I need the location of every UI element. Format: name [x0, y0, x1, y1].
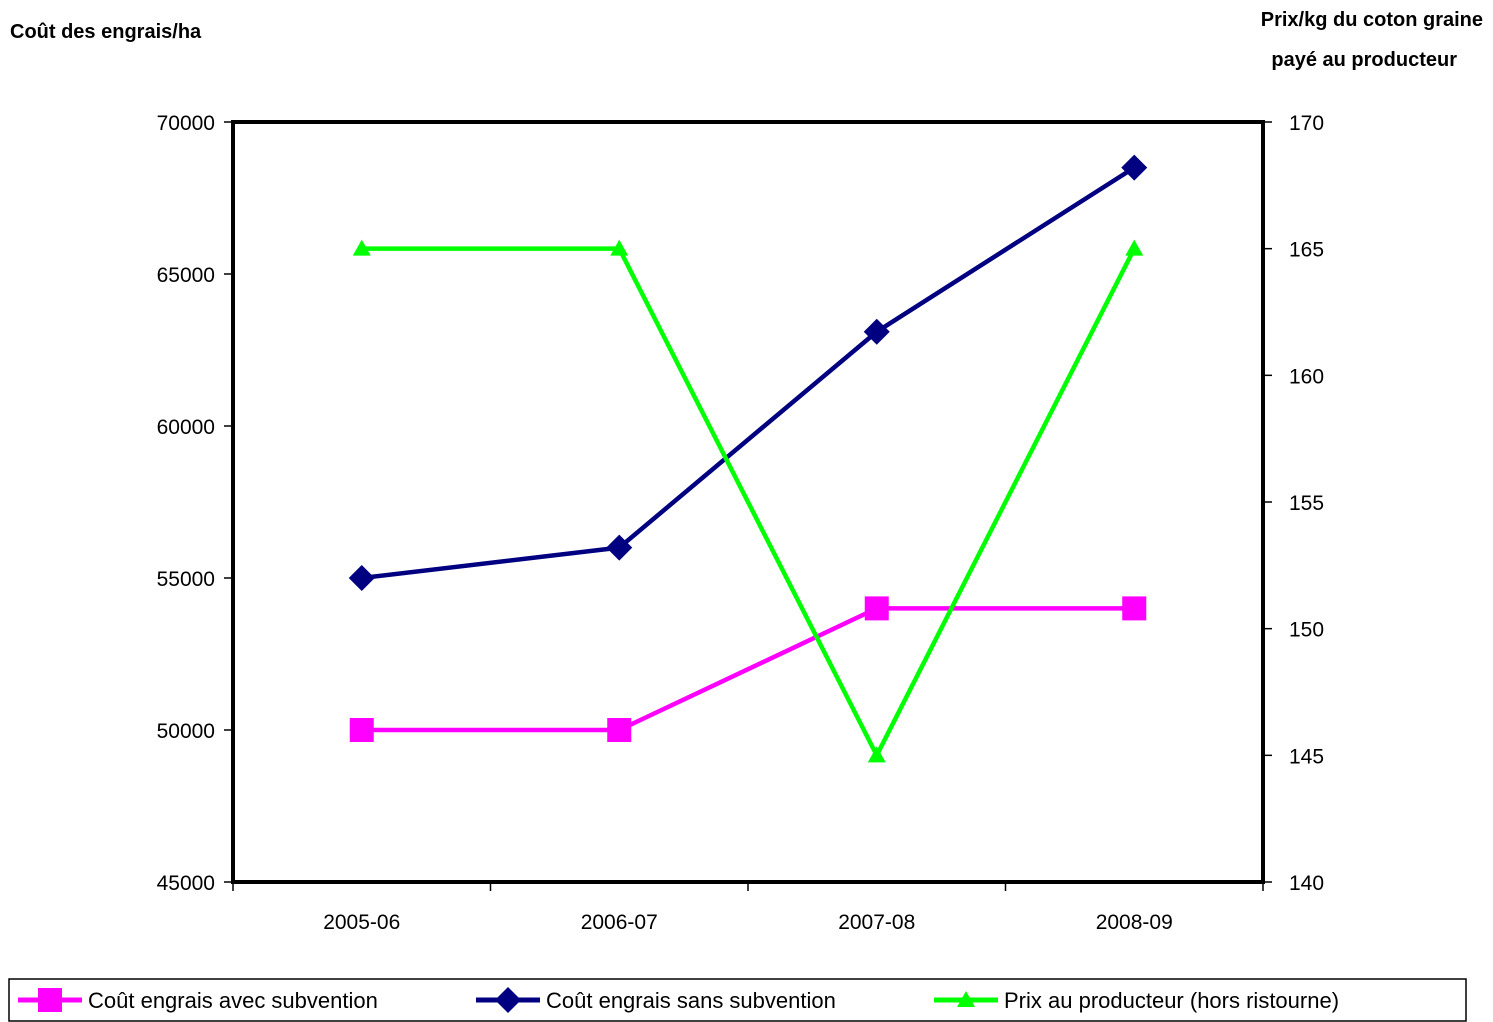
legend-label: Coût engrais avec subvention — [88, 988, 378, 1013]
legend: Coût engrais avec subvention Coût engrais… — [8, 978, 1467, 1022]
legend-item-1: Coût engrais avec subvention — [18, 988, 378, 1013]
legend-swatch-marker — [957, 991, 975, 1007]
data-point — [864, 596, 889, 621]
data-point — [607, 718, 632, 742]
right-tick-label: 145 — [1289, 745, 1324, 768]
legend-item-3: Prix au producteur (hors ristourne) — [934, 988, 1339, 1013]
data-point — [867, 746, 886, 763]
left-tick-label: 60000 — [157, 416, 215, 439]
data-point — [610, 239, 629, 256]
right-axis-ticks: 140 145 150 155 160 165 170 — [1263, 112, 1324, 895]
series-line — [361, 606, 1135, 733]
left-axis-ticks: 45000 50000 55000 60000 65000 70000 — [157, 112, 233, 895]
data-point — [1121, 154, 1148, 181]
x-axis-ticks: 2005-06 2006-07 2007-08 2008-09 — [232, 882, 1264, 934]
left-axis-label: Coût des engrais/ha — [10, 21, 202, 43]
legend-label: Prix au producteur (hors ristourne) — [1004, 988, 1339, 1013]
legend-items: Coût engrais avec subvention Coût engrais… — [18, 987, 1339, 1013]
x-tick-label: 2006-07 — [581, 911, 658, 934]
left-tick-label: 45000 — [157, 872, 215, 895]
data-point — [1122, 596, 1147, 621]
right-tick-label: 150 — [1289, 619, 1324, 642]
left-tick-label: 55000 — [157, 568, 215, 591]
series-layer — [348, 154, 1148, 763]
right-tick-label: 165 — [1289, 239, 1324, 262]
legend-label: Coût engrais sans subvention — [546, 988, 836, 1013]
right-tick-label: 140 — [1289, 872, 1324, 895]
data-point — [606, 534, 633, 561]
legend-item-2: Coût engrais sans subvention — [476, 987, 836, 1013]
right-tick-label: 155 — [1289, 492, 1324, 515]
series-2 — [348, 154, 1148, 591]
left-tick-label: 50000 — [157, 720, 215, 743]
data-point — [352, 239, 371, 256]
legend-box — [8, 978, 1467, 1022]
data-point — [1125, 239, 1144, 256]
right-axis-label-line2: payé au producteur — [1271, 49, 1457, 71]
right-tick-label: 170 — [1289, 112, 1324, 135]
x-tick-label: 2008-09 — [1096, 911, 1173, 934]
data-point — [863, 318, 890, 345]
x-tick-label: 2007-08 — [838, 911, 915, 934]
data-point — [349, 718, 374, 742]
right-tick-label: 160 — [1289, 365, 1324, 388]
x-tick-label: 2005-06 — [323, 911, 400, 934]
series-line — [361, 246, 1137, 758]
series-3 — [352, 239, 1144, 763]
right-axis-label-line1: Prix/kg du coton graine — [1261, 9, 1483, 31]
data-point — [348, 565, 375, 591]
series-1 — [349, 596, 1147, 742]
left-tick-label: 70000 — [157, 112, 215, 135]
legend-swatch-marker — [495, 987, 521, 1013]
series-line — [361, 165, 1136, 581]
left-tick-label: 65000 — [157, 264, 215, 287]
legend-swatch-marker — [38, 988, 62, 1012]
